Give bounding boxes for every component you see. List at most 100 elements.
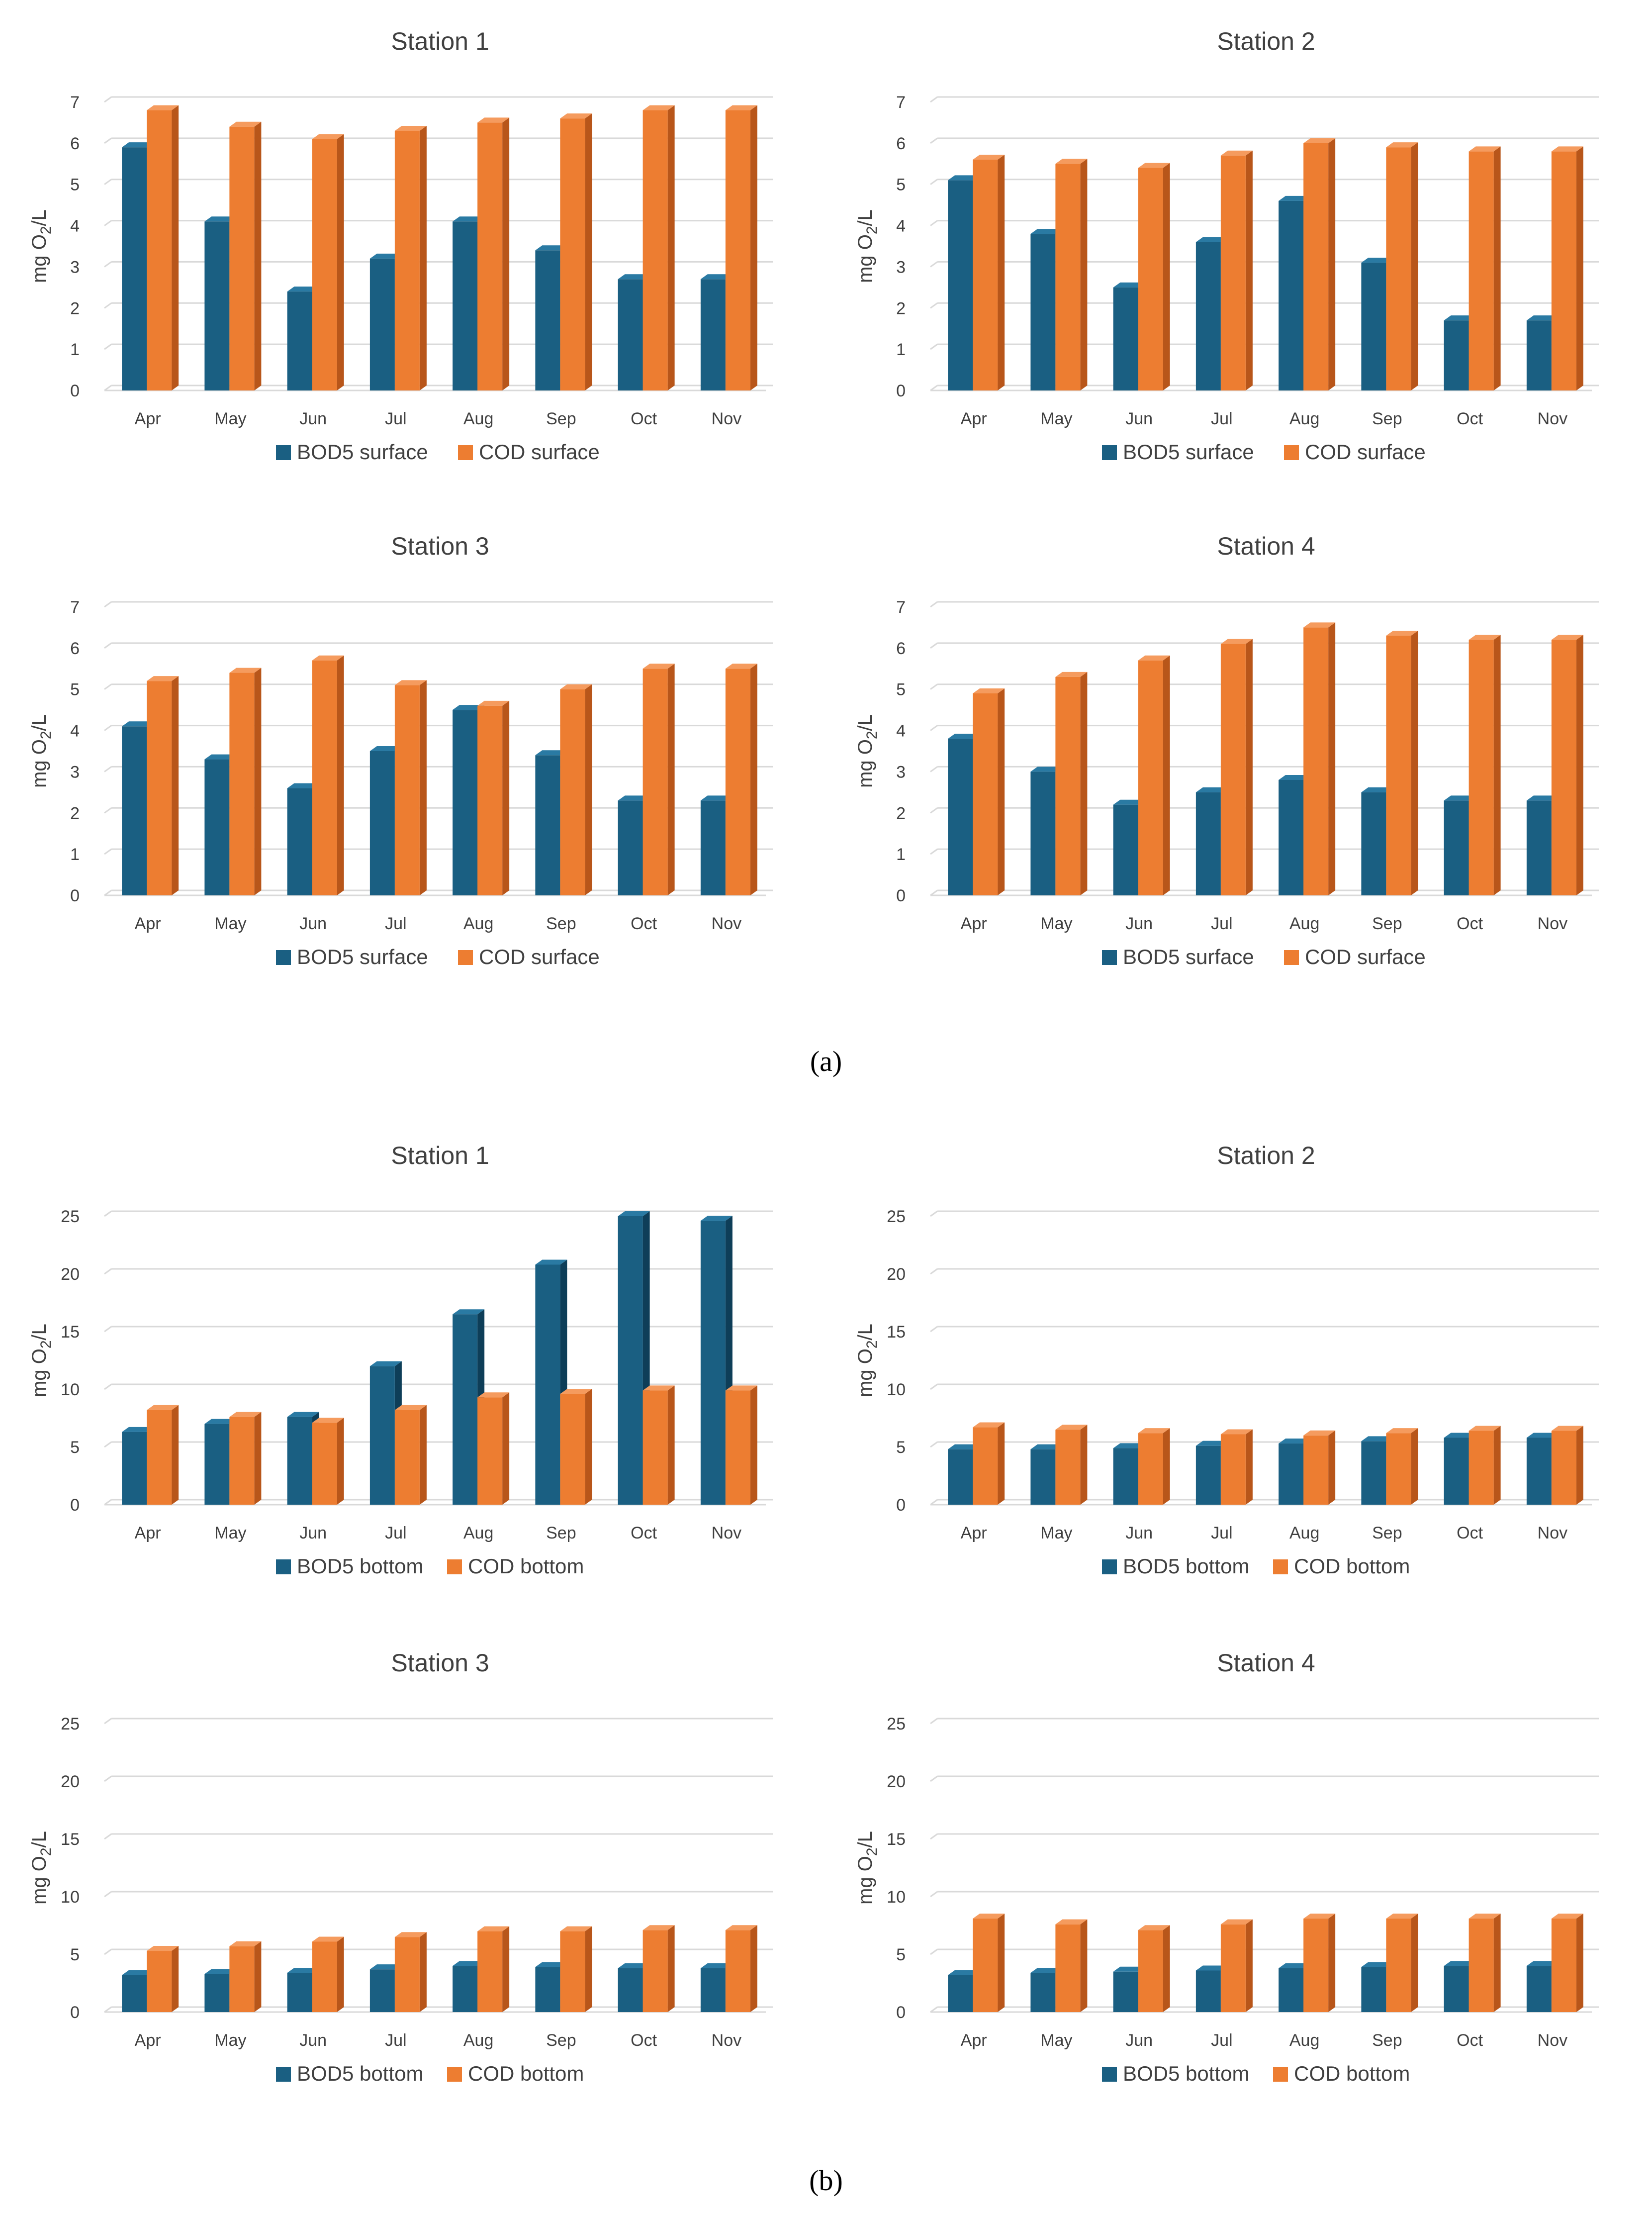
chart-a-station-1: Station 1 0 1 2 3 4 5 6 7 mg O2/L Apr May Jun Jul Aug S… bbox=[0, 10, 826, 507]
bar-top bbox=[287, 783, 319, 788]
bar-top bbox=[1220, 639, 1253, 644]
y-axis-label-sub: 2 bbox=[38, 731, 54, 739]
bar-top bbox=[1386, 1914, 1418, 1919]
x-tick-label: Oct bbox=[1457, 2031, 1483, 2050]
gridline-depth bbox=[930, 889, 938, 896]
bar-side bbox=[1080, 1919, 1088, 2012]
bar-top bbox=[312, 655, 344, 661]
cod-bar bbox=[312, 134, 344, 390]
y-tick-label: 1 bbox=[70, 340, 80, 359]
cod-bar bbox=[1303, 1430, 1336, 1505]
bar-face bbox=[147, 110, 172, 391]
y-tick-label: 7 bbox=[896, 598, 906, 617]
y-tick-label: 3 bbox=[70, 258, 80, 277]
y-axis-label-main: mg O bbox=[28, 1348, 50, 1397]
y-axis-label-sub: 2 bbox=[38, 226, 54, 234]
gridline-depth bbox=[104, 1833, 112, 1840]
bar-face bbox=[1138, 660, 1163, 895]
bar-side bbox=[337, 134, 344, 390]
x-tick-label: Jul bbox=[1211, 914, 1232, 933]
chart-title: Station 3 bbox=[391, 1649, 489, 1677]
x-tick-label: Aug bbox=[463, 914, 494, 933]
cod-bar bbox=[642, 664, 675, 895]
bar-side bbox=[1328, 622, 1336, 895]
bar-face bbox=[725, 1930, 750, 2012]
x-tick-label: Nov bbox=[1538, 2031, 1567, 2050]
bar-side bbox=[337, 655, 344, 895]
cod-bar bbox=[973, 155, 1005, 390]
bar-face bbox=[1526, 320, 1552, 390]
bar-top bbox=[1468, 635, 1501, 640]
x-tick-label: Jul bbox=[385, 914, 406, 933]
bar-face bbox=[1195, 242, 1221, 390]
bar-side bbox=[750, 664, 757, 895]
bar-side bbox=[1411, 1428, 1418, 1505]
cod-bar bbox=[642, 1385, 675, 1505]
gridline-depth bbox=[104, 220, 112, 226]
bar-face bbox=[1055, 1430, 1081, 1505]
x-tick-label: Nov bbox=[712, 2031, 741, 2050]
bar-face bbox=[122, 147, 147, 390]
y-tick-label: 10 bbox=[887, 1380, 906, 1399]
gridline-depth bbox=[104, 261, 112, 268]
bar-top bbox=[700, 1963, 733, 1968]
cod-bar bbox=[725, 1385, 757, 1505]
chart-a-station-3: Station 3 0 1 2 3 4 5 6 7 mg O2/L Apr May Jun Jul Aug S… bbox=[0, 515, 826, 1012]
gridline-depth bbox=[104, 766, 112, 772]
cod-bar bbox=[1220, 150, 1253, 390]
bar-side bbox=[172, 105, 179, 391]
x-tick-label: Jul bbox=[1211, 2031, 1232, 2050]
y-tick-label: 1 bbox=[70, 845, 80, 864]
gridline-depth bbox=[104, 137, 112, 144]
bar-top bbox=[1444, 315, 1476, 321]
bar-top bbox=[1195, 237, 1228, 242]
y-axis-label-sub: 2 bbox=[864, 731, 880, 739]
bar-side bbox=[667, 105, 675, 391]
bar-top bbox=[1361, 1962, 1393, 1967]
bar-face bbox=[1279, 1968, 1304, 2012]
legend-swatch-cod bbox=[1284, 445, 1299, 460]
gridline-depth bbox=[930, 96, 938, 103]
y-axis-label: mg O2/L bbox=[854, 1324, 880, 1397]
bar-face bbox=[618, 1216, 643, 1505]
bar-top bbox=[1303, 138, 1336, 143]
bar-face bbox=[948, 1449, 973, 1505]
bar-face bbox=[122, 726, 147, 895]
legend-swatch-bod5 bbox=[276, 950, 291, 965]
y-axis-label-tail: /L bbox=[854, 209, 876, 226]
bar-face bbox=[147, 681, 172, 895]
bar-face bbox=[618, 800, 643, 895]
gridline-depth bbox=[930, 766, 938, 772]
bar-face bbox=[1386, 1919, 1411, 2012]
x-tick-label: Nov bbox=[712, 914, 741, 933]
bar-top bbox=[204, 1969, 237, 1974]
bar-face bbox=[204, 221, 230, 390]
y-tick-label: 20 bbox=[887, 1265, 906, 1284]
y-tick-label: 3 bbox=[70, 763, 80, 781]
x-tick-label: Aug bbox=[463, 2031, 494, 2050]
bar-face bbox=[287, 1417, 312, 1505]
bar-side bbox=[172, 1405, 179, 1505]
x-tick-label: Nov bbox=[1538, 914, 1567, 933]
y-axis-label-sub: 2 bbox=[38, 1847, 54, 1856]
x-tick-label: Oct bbox=[1457, 1524, 1483, 1542]
y-tick-label: 6 bbox=[70, 134, 80, 153]
bar-face bbox=[287, 788, 312, 895]
bar-top bbox=[1055, 159, 1088, 164]
bar-face bbox=[560, 1931, 585, 2012]
bar-top bbox=[1220, 1919, 1253, 1925]
bar-side bbox=[1080, 672, 1088, 895]
bar-top bbox=[477, 117, 510, 123]
y-tick-label: 20 bbox=[61, 1772, 80, 1791]
bar-top bbox=[725, 1925, 757, 1930]
x-tick-label: Aug bbox=[1289, 1524, 1320, 1542]
bar-side bbox=[502, 117, 510, 390]
y-tick-label: 0 bbox=[70, 382, 80, 400]
bar-top bbox=[229, 1941, 262, 1946]
bar-face bbox=[453, 1314, 478, 1505]
y-axis-label-main: mg O bbox=[854, 234, 876, 283]
bod5-bar bbox=[453, 705, 485, 895]
bar-top bbox=[1113, 1966, 1145, 1972]
gridline-depth bbox=[104, 1499, 112, 1506]
